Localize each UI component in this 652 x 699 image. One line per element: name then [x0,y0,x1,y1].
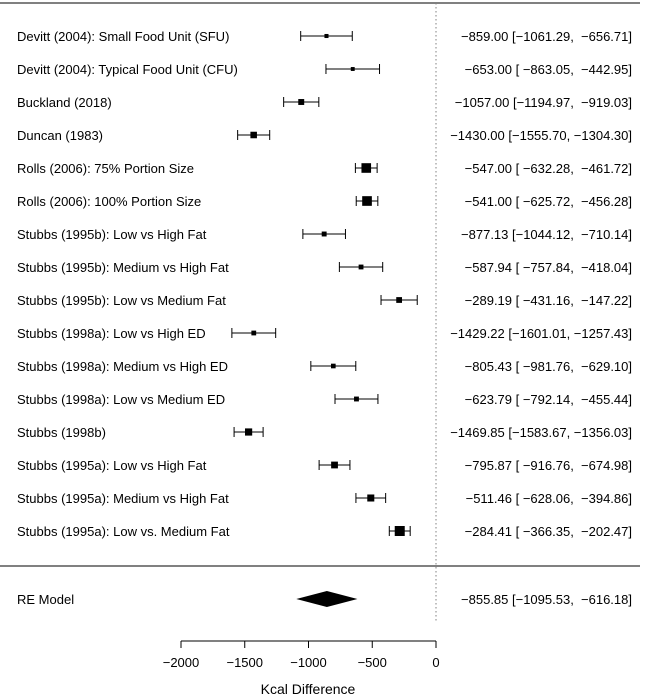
point-estimate [250,131,257,139]
study-rows: Devitt (2004): Small Food Unit (SFU) −859… [17,29,632,539]
effect-ci-text: −1430.00 [−1555.70, −1304.30] [450,128,632,143]
x-tick-label: −500 [358,655,387,670]
effect-ci-text: −1057.00 [−1194.97, −919.03] [455,95,632,110]
point-estimate [362,196,372,206]
study-label: Devitt (2004): Small Food Unit (SFU) [17,29,229,44]
study-row: Stubbs (1995b): Medium vs High Fat −587.9… [17,260,632,275]
effect-ci-text: −587.94 [ −757.84, −418.04] [465,260,632,275]
effect-ci-text: −1429.22 [−1601.01, −1257.43] [450,326,632,341]
point-estimate [350,67,355,71]
point-estimate [331,461,338,469]
effect-ci-text: −653.00 [ −863.05, −442.95] [465,62,632,77]
study-row: Stubbs (1995b): Low vs Medium Fat −289.19… [17,293,632,308]
study-row: Stubbs (1998a): Medium vs High ED −805.43… [17,359,632,374]
point-estimate [396,297,403,303]
study-label: Stubbs (1995b): Low vs Medium Fat [17,293,226,308]
study-row: Rolls (2006): 100% Portion Size −541.00 [… [17,194,632,209]
effect-ci-text: −805.43 [ −981.76, −629.10] [465,359,632,374]
point-estimate [321,231,327,237]
point-estimate [358,264,364,270]
study-label: Stubbs (1995b): Low vs High Fat [17,227,207,242]
study-label: Stubbs (1995a): Low vs High Fat [17,458,207,473]
summary-row: RE Model −855.85 [−1095.53, −616.18] [17,591,632,607]
study-row: Stubbs (1998a): Low vs High ED −1429.22 [… [17,326,632,341]
study-row: Stubbs (1998a): Low vs Medium ED −623.79 … [17,392,632,407]
study-label: Rolls (2006): 75% Portion Size [17,161,194,176]
point-estimate [324,33,329,39]
study-row: Devitt (2004): Typical Food Unit (CFU) −6… [17,62,632,77]
summary-ci-text: −855.85 [−1095.53, −616.18] [461,592,632,607]
effect-ci-text: −289.19 [ −431.16, −147.22] [465,293,632,308]
point-estimate [330,363,336,369]
summary-diamond [296,591,358,607]
x-axis: −2000 −1500 −1000 −500 0 [163,640,440,670]
study-label: Stubbs (1995a): Medium vs High Fat [17,491,229,506]
point-estimate [244,428,253,436]
study-label: Buckland (2018) [17,95,112,110]
study-row: Stubbs (1998b) −1469.85 [−1583.67, −1356.… [17,425,632,440]
x-tick-label: −1500 [226,655,263,670]
effect-ci-text: −877.13 [−1044.12, −710.14] [461,227,632,242]
x-tick-label: −1000 [290,655,327,670]
study-row: Buckland (2018) −1057.00 [−1194.97, −919.… [17,95,632,110]
point-estimate [394,526,405,536]
effect-ci-text: −547.00 [ −632.28, −461.72] [465,161,632,176]
study-row: Rolls (2006): 75% Portion Size −547.00 [ … [17,161,632,176]
summary-label: RE Model [17,592,74,607]
effect-ci-text: −541.00 [ −625.72, −456.28] [465,194,632,209]
study-label: Stubbs (1995b): Medium vs High Fat [17,260,229,275]
study-row: Duncan (1983) −1430.00 [−1555.70, −1304.3… [17,128,632,143]
study-label: Stubbs (1998a): Medium vs High ED [17,359,228,374]
study-label: Stubbs (1998a): Low vs Medium ED [17,392,225,407]
study-row: Stubbs (1995a): Low vs High Fat −795.87 [… [17,458,632,473]
effect-ci-text: −284.41 [ −366.35, −202.47] [465,524,632,539]
study-label: Duncan (1983) [17,128,103,143]
study-label: Rolls (2006): 100% Portion Size [17,194,201,209]
effect-ci-text: −795.87 [ −916.76, −674.98] [465,458,632,473]
study-label: Stubbs (1998b) [17,425,106,440]
study-row: Stubbs (1995a): Low vs. Medium Fat −284.4… [17,524,632,539]
study-label: Devitt (2004): Typical Food Unit (CFU) [17,62,238,77]
study-row: Devitt (2004): Small Food Unit (SFU) −859… [17,29,632,44]
study-row: Stubbs (1995b): Low vs High Fat −877.13 [… [17,227,632,242]
effect-ci-text: −1469.85 [−1583.67, −1356.03] [450,425,632,440]
effect-ci-text: −511.46 [ −628.06, −394.86] [466,491,632,506]
x-tick-label: −2000 [163,655,200,670]
effect-ci-text: −859.00 [−1061.29, −656.71] [461,29,632,44]
point-estimate [354,396,359,402]
study-label: Stubbs (1995a): Low vs. Medium Fat [17,524,230,539]
study-row: Stubbs (1995a): Medium vs High Fat −511.4… [17,491,632,506]
point-estimate [251,330,257,336]
point-estimate [367,494,375,502]
point-estimate [361,163,372,173]
x-axis-label: Kcal Difference [261,681,356,697]
x-tick-label: 0 [432,655,439,670]
point-estimate [298,99,305,105]
effect-ci-text: −623.79 [ −792.14, −455.44] [465,392,632,407]
study-label: Stubbs (1998a): Low vs High ED [17,326,206,341]
